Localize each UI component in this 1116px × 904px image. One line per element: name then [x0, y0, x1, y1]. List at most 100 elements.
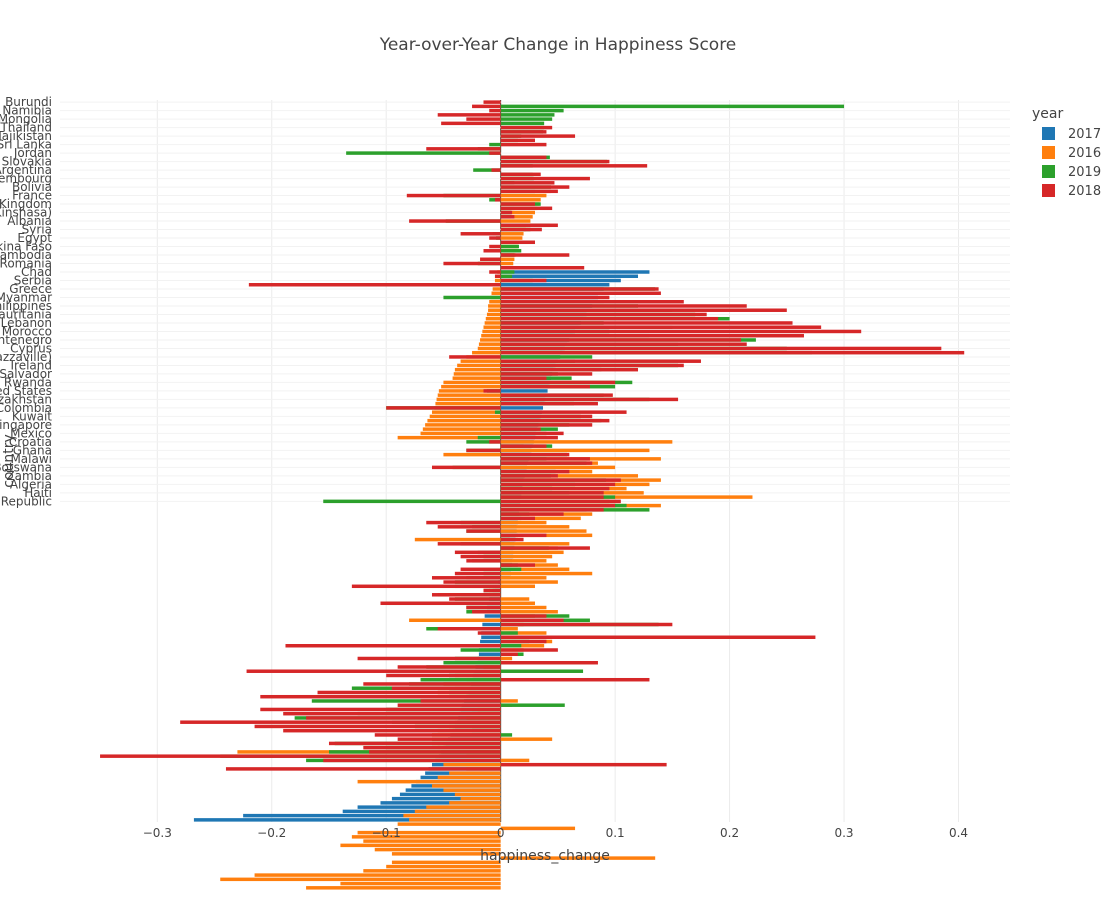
bar-2016[interactable]: [500, 210, 535, 215]
bar-2019[interactable]: [494, 410, 501, 414]
bar-2018[interactable]: [500, 130, 547, 134]
bar-2016[interactable]: [500, 440, 673, 444]
bar-2018[interactable]: [225, 767, 501, 771]
bar-2016[interactable]: [500, 448, 650, 453]
bar-2016[interactable]: [500, 550, 564, 555]
bar-2018[interactable]: [466, 529, 501, 533]
bar-2016[interactable]: [482, 329, 501, 334]
bar-2018[interactable]: [454, 571, 501, 576]
bar-2018[interactable]: [500, 333, 804, 338]
bar-2018[interactable]: [317, 690, 501, 695]
bar-2018[interactable]: [443, 580, 501, 584]
bar-2018[interactable]: [351, 584, 501, 589]
bar-2016[interactable]: [426, 805, 501, 809]
bar-2018[interactable]: [500, 253, 570, 257]
bar-2018[interactable]: [500, 308, 787, 312]
bar-2019[interactable]: [500, 274, 513, 278]
bar-2016[interactable]: [340, 881, 501, 886]
bar-2019[interactable]: [500, 703, 565, 707]
bar-2016[interactable]: [414, 809, 501, 814]
bar-2019[interactable]: [500, 669, 584, 673]
bar-2018[interactable]: [494, 274, 501, 278]
bar-2016[interactable]: [486, 312, 501, 317]
bar-2016[interactable]: [441, 384, 501, 389]
bar-2018[interactable]: [500, 384, 590, 389]
bar-2018[interactable]: [431, 593, 501, 597]
legend[interactable]: year 2017 2016 2019 2018: [1032, 106, 1101, 199]
bar-2018[interactable]: [500, 491, 604, 495]
bar-2016[interactable]: [500, 584, 535, 589]
bar-2016[interactable]: [500, 610, 558, 614]
bar-2016[interactable]: [427, 418, 501, 423]
bar-2016[interactable]: [500, 631, 547, 635]
bar-2018[interactable]: [369, 750, 501, 754]
bar-2018[interactable]: [500, 338, 742, 342]
bar-2016[interactable]: [500, 219, 531, 223]
legend-swatch[interactable]: [1042, 165, 1055, 178]
bar-2018[interactable]: [437, 525, 501, 529]
bar-2018[interactable]: [500, 614, 547, 618]
bar-2018[interactable]: [306, 716, 501, 720]
bar-2016[interactable]: [478, 342, 501, 346]
bar-2018[interactable]: [397, 665, 501, 669]
bar-2016[interactable]: [500, 529, 587, 533]
bar-2018[interactable]: [500, 159, 610, 164]
bar-2016[interactable]: [422, 427, 501, 431]
bar-2016[interactable]: [397, 822, 501, 826]
bar-2018[interactable]: [500, 648, 558, 652]
bar-2019[interactable]: [443, 295, 501, 300]
bar-2018[interactable]: [500, 215, 515, 219]
bar-2018[interactable]: [500, 312, 707, 317]
bar-2016[interactable]: [472, 350, 501, 355]
bar-2016[interactable]: [357, 779, 501, 784]
bar-2016[interactable]: [477, 346, 501, 351]
bar-2019[interactable]: [500, 249, 522, 253]
bar-2016[interactable]: [357, 830, 501, 835]
bar-2018[interactable]: [500, 563, 535, 567]
bar-2018[interactable]: [500, 316, 719, 321]
legend-label[interactable]: 2019: [1068, 165, 1101, 180]
bar-2018[interactable]: [386, 406, 501, 410]
bar-2016[interactable]: [500, 605, 547, 610]
legend-swatch[interactable]: [1042, 146, 1055, 159]
bar-2016[interactable]: [500, 826, 576, 831]
bar-2018[interactable]: [500, 210, 513, 215]
bar-2018[interactable]: [500, 495, 604, 499]
bar-2018[interactable]: [500, 397, 679, 402]
bar-2016[interactable]: [453, 372, 501, 376]
bar-2016[interactable]: [500, 571, 593, 576]
bar-2018[interactable]: [254, 724, 501, 729]
bar-2016[interactable]: [500, 699, 518, 703]
bar-2018[interactable]: [494, 198, 501, 202]
bar-2019[interactable]: [489, 142, 501, 147]
bar-2016[interactable]: [489, 299, 501, 304]
bar-2016[interactable]: [374, 847, 501, 852]
bar-2018[interactable]: [500, 452, 570, 457]
bar-2018[interactable]: [500, 431, 564, 436]
bar-2016[interactable]: [443, 452, 501, 457]
bar-2016[interactable]: [500, 601, 535, 606]
bar-2018[interactable]: [500, 138, 535, 143]
bar-2016[interactable]: [491, 291, 501, 295]
bar-2019[interactable]: [500, 631, 518, 635]
legend-label[interactable]: 2018: [1068, 184, 1101, 199]
bar-2017[interactable]: [481, 635, 501, 639]
bar-2016[interactable]: [431, 410, 501, 414]
bar-2018[interactable]: [500, 393, 613, 397]
bar-2019[interactable]: [473, 168, 501, 172]
bar-2018[interactable]: [380, 601, 501, 606]
bar-2018[interactable]: [357, 656, 501, 661]
bar-2017[interactable]: [193, 818, 501, 822]
bar-2017[interactable]: [500, 283, 610, 287]
bar-2017[interactable]: [500, 406, 544, 410]
bar-2016[interactable]: [351, 835, 501, 839]
bar-2018[interactable]: [500, 176, 590, 181]
bar-2017[interactable]: [478, 652, 501, 656]
bar-2018[interactable]: [500, 427, 541, 431]
bar-2018[interactable]: [500, 287, 659, 291]
legend-label[interactable]: 2016: [1068, 146, 1101, 161]
bar-2017[interactable]: [399, 792, 501, 797]
bar-2016[interactable]: [500, 465, 616, 470]
bar-2018[interactable]: [472, 610, 501, 614]
bar-2017[interactable]: [243, 813, 501, 818]
